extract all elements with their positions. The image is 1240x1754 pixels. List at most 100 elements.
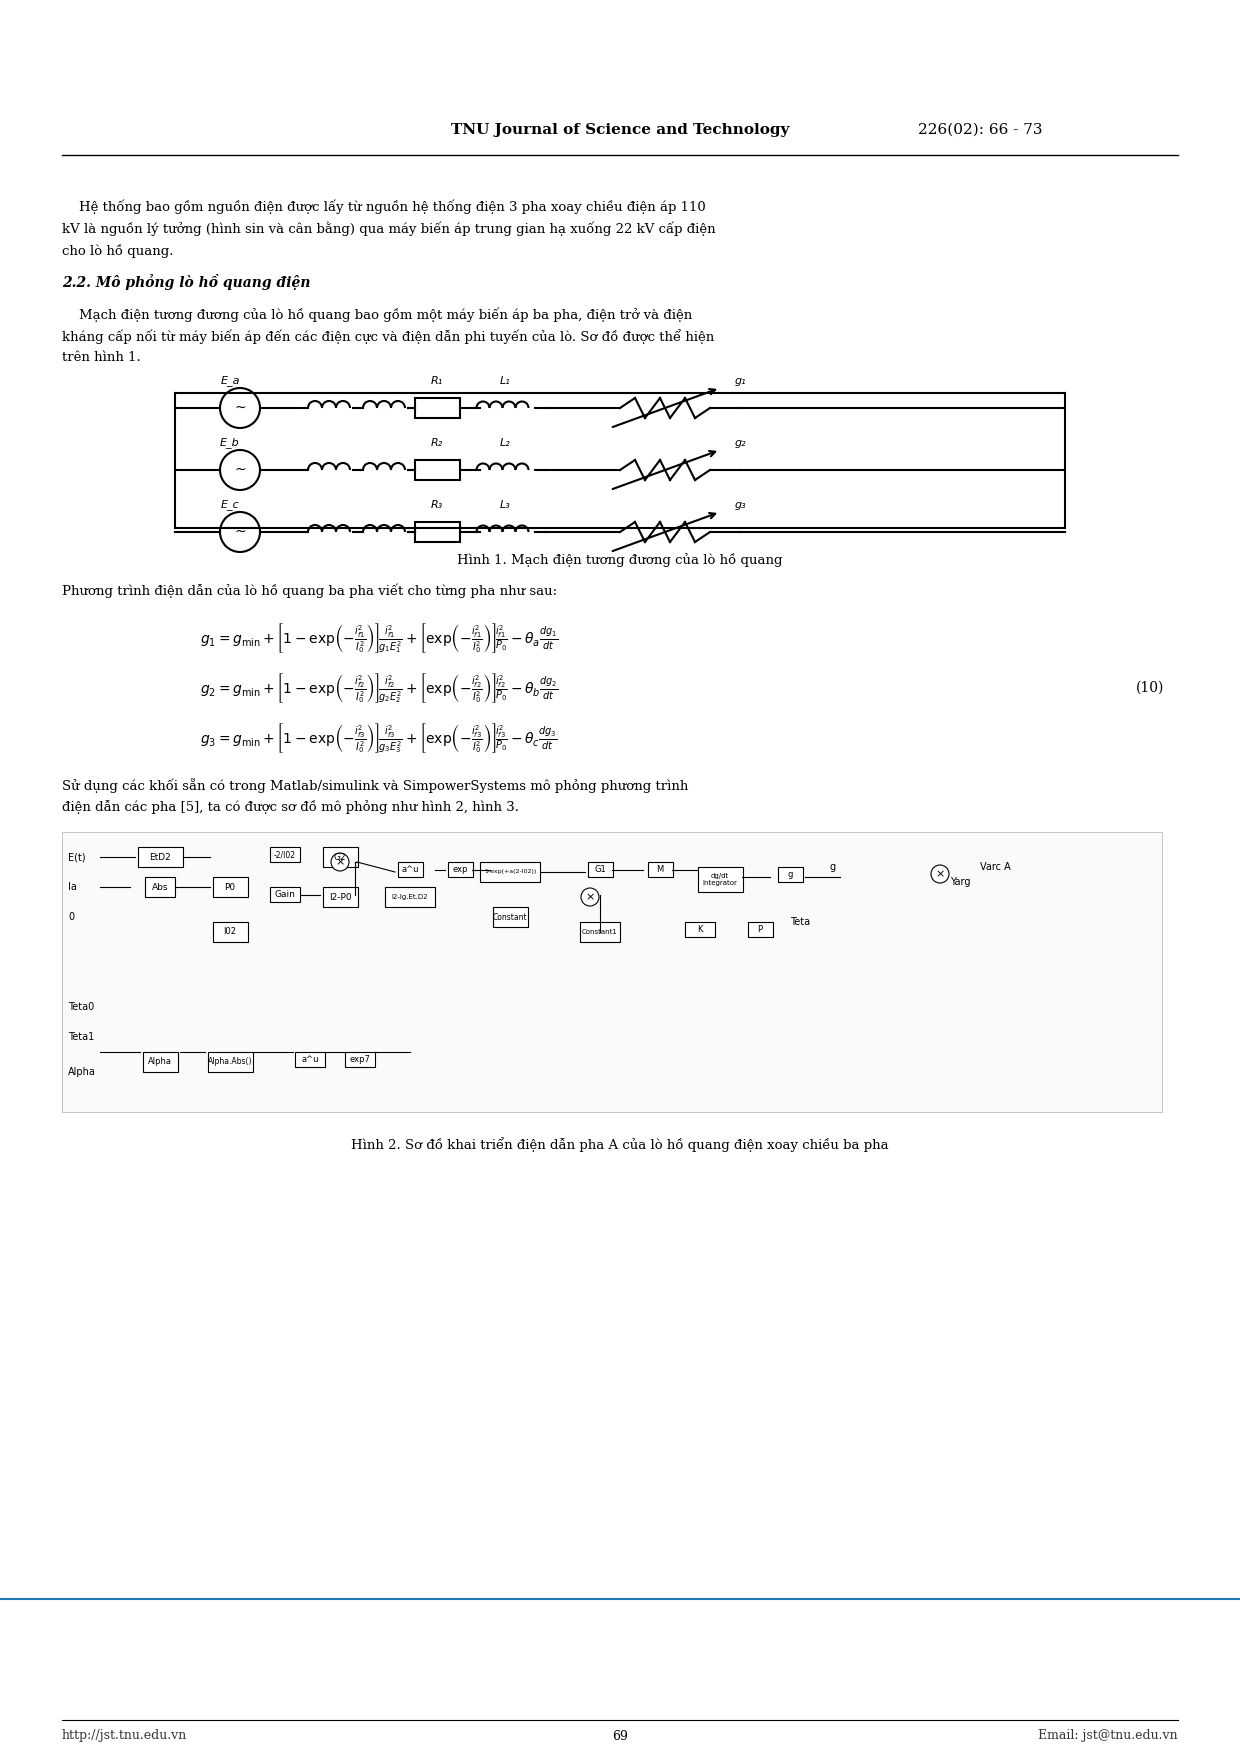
Text: G2: G2: [334, 852, 346, 861]
Text: E(t): E(t): [68, 852, 86, 861]
Text: http://jst.tnu.edu.vn: http://jst.tnu.edu.vn: [62, 1729, 187, 1742]
Text: kháng cấp nối từ máy biến áp đến các điện cực và điện dẫn phi tuyến của lò. Sơ đ: kháng cấp nối từ máy biến áp đến các điệ…: [62, 330, 714, 344]
Bar: [777, 866, 802, 882]
Text: điện dẫn các pha [5], ta có được sơ đồ mô phỏng như hình 2, hình 3.: điện dẫn các pha [5], ta có được sơ đồ m…: [62, 800, 520, 814]
Text: EtD2: EtD2: [149, 852, 171, 861]
Bar: [588, 861, 613, 877]
Text: G1: G1: [594, 865, 606, 873]
Bar: [398, 861, 423, 877]
Text: g₁: g₁: [735, 375, 746, 386]
Bar: [415, 460, 460, 481]
Text: L₁: L₁: [500, 375, 511, 386]
Text: dg/dt
Integrator: dg/dt Integrator: [703, 873, 738, 886]
Text: R₃: R₃: [430, 500, 443, 510]
Text: (10): (10): [1136, 681, 1164, 695]
Text: E_b: E_b: [221, 437, 239, 447]
Text: 1-exp(+a(2-I02)): 1-exp(+a(2-I02)): [484, 870, 536, 875]
Bar: [270, 888, 300, 902]
Text: exp: exp: [453, 865, 467, 873]
Text: R₂: R₂: [430, 438, 443, 447]
Text: Mạch điện tương đương của lò hồ quang bao gồm một máy biến áp ba pha, điện trở v: Mạch điện tương đương của lò hồ quang ba…: [62, 307, 692, 321]
Text: Constant1: Constant1: [582, 930, 618, 935]
Bar: [384, 888, 435, 907]
Bar: [697, 866, 743, 893]
Text: $g_1 = g_{\min} + \left[1 - \exp\!\left(-\frac{i_{f1}^2}{I_0^2}\right)\right]\!\: $g_1 = g_{\min} + \left[1 - \exp\!\left(…: [200, 621, 558, 654]
Text: a^u: a^u: [301, 1054, 319, 1065]
Bar: [212, 877, 248, 896]
Text: Hình 1. Mạch điện tương đương của lò hồ quang: Hình 1. Mạch điện tương đương của lò hồ …: [458, 553, 782, 567]
Text: M: M: [656, 865, 663, 873]
Text: kV là nguồn lý tưởng (hình sin và cân bằng) qua máy biến áp trung gian hạ xuống : kV là nguồn lý tưởng (hình sin và cân bằ…: [62, 223, 715, 237]
Text: Teta: Teta: [790, 917, 810, 928]
Text: Gain: Gain: [274, 889, 295, 900]
Text: 226(02): 66 - 73: 226(02): 66 - 73: [918, 123, 1043, 137]
Text: g₃: g₃: [735, 500, 746, 510]
Text: Hệ thống bao gồm nguồn điện được lấy từ nguồn hệ thống điện 3 pha xoay chiều điệ: Hệ thống bao gồm nguồn điện được lấy từ …: [62, 200, 706, 214]
Text: ×: ×: [935, 868, 945, 879]
Text: Phương trình điện dẫn của lò hồ quang ba pha viết cho từng pha như sau:: Phương trình điện dẫn của lò hồ quang ba…: [62, 582, 557, 598]
Text: Email: jst@tnu.edu.vn: Email: jst@tnu.edu.vn: [1038, 1729, 1178, 1742]
Circle shape: [931, 865, 949, 882]
Text: g₂: g₂: [735, 438, 746, 447]
Bar: [138, 847, 182, 866]
Text: 0: 0: [68, 912, 74, 923]
Text: Alpha: Alpha: [148, 1058, 172, 1066]
Bar: [647, 861, 672, 877]
Text: ~: ~: [234, 402, 246, 416]
Bar: [295, 1052, 325, 1066]
Circle shape: [331, 852, 348, 872]
Text: K: K: [697, 924, 703, 933]
Text: $g_3 = g_{\min} + \left[1 - \exp\!\left(-\frac{i_{f3}^2}{I_0^2}\right)\right]\!\: $g_3 = g_{\min} + \left[1 - \exp\!\left(…: [200, 721, 558, 754]
Bar: [322, 888, 357, 907]
Bar: [448, 861, 472, 877]
Text: P: P: [758, 924, 763, 933]
Bar: [748, 923, 773, 937]
Text: ×: ×: [335, 858, 345, 866]
Text: L₂: L₂: [500, 438, 511, 447]
Bar: [684, 923, 715, 937]
Text: g: g: [830, 861, 836, 872]
Text: cho lò hồ quang.: cho lò hồ quang.: [62, 244, 174, 258]
Bar: [143, 1052, 177, 1072]
Text: Ia: Ia: [68, 882, 77, 893]
Text: $g_2 = g_{\min} + \left[1 - \exp\!\left(-\frac{i_{f2}^2}{I_0^2}\right)\right]\!\: $g_2 = g_{\min} + \left[1 - \exp\!\left(…: [200, 672, 558, 705]
Text: Constant: Constant: [492, 912, 527, 921]
Bar: [207, 1052, 253, 1072]
Bar: [580, 923, 620, 942]
Text: Teta1: Teta1: [68, 1031, 94, 1042]
Text: Yarg: Yarg: [950, 877, 971, 888]
Text: R₁: R₁: [430, 375, 443, 386]
Text: 69: 69: [613, 1729, 627, 1742]
Text: Alpha: Alpha: [68, 1066, 95, 1077]
Bar: [212, 923, 248, 942]
Text: P0: P0: [224, 882, 236, 891]
Bar: [415, 398, 460, 417]
Text: Abs: Abs: [151, 882, 169, 891]
Text: Hình 2. Sơ đồ khai triển điện dẫn pha A của lò hồ quang điện xoay chiều ba pha: Hình 2. Sơ đồ khai triển điện dẫn pha A …: [351, 1137, 889, 1152]
Text: I2-Ig.Et.D2: I2-Ig.Et.D2: [392, 895, 428, 900]
Bar: [480, 861, 539, 882]
Text: Alpha.Abs(): Alpha.Abs(): [208, 1058, 252, 1066]
Bar: [145, 877, 175, 896]
Text: ×: ×: [585, 893, 595, 902]
Text: L₃: L₃: [500, 500, 511, 510]
Text: Varc A: Varc A: [980, 861, 1011, 872]
Text: g: g: [787, 870, 792, 879]
Bar: [270, 847, 300, 861]
Bar: [62, 831, 1162, 1112]
Text: E_a: E_a: [221, 375, 239, 386]
Text: TNU Journal of Science and Technology: TNU Journal of Science and Technology: [451, 123, 789, 137]
Text: ~: ~: [234, 524, 246, 538]
Text: a^u: a^u: [402, 865, 419, 873]
Circle shape: [582, 888, 599, 907]
Text: exp7: exp7: [350, 1054, 371, 1065]
Bar: [345, 1052, 374, 1066]
Bar: [492, 907, 527, 928]
Text: -2/I02: -2/I02: [274, 851, 296, 859]
Bar: [322, 847, 357, 866]
Text: ~: ~: [234, 463, 246, 477]
Bar: [415, 523, 460, 542]
Text: E_c: E_c: [221, 500, 239, 510]
Text: Teta0: Teta0: [68, 1002, 94, 1012]
Text: I2-P0: I2-P0: [329, 893, 351, 902]
